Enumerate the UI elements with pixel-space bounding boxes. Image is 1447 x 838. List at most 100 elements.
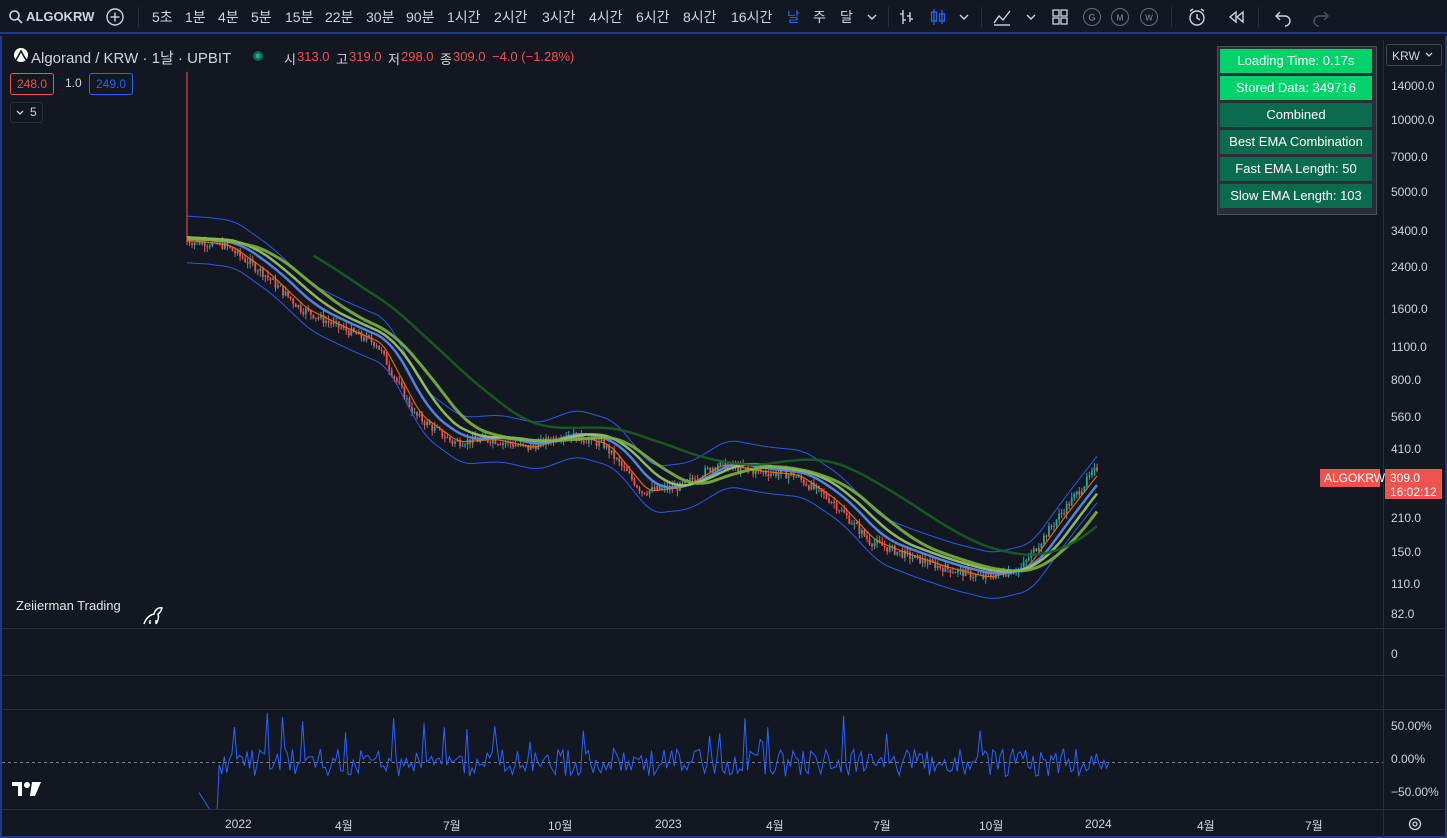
candle-body <box>719 461 722 466</box>
candle-body <box>797 475 800 477</box>
compare-w-icon[interactable]: W <box>1139 7 1159 27</box>
candle-body <box>969 570 972 578</box>
interval-4m[interactable]: 4분 <box>218 9 239 25</box>
candle-body <box>497 444 499 446</box>
price-tick: 150.0 <box>1391 545 1422 559</box>
candle-body <box>1053 525 1055 527</box>
candle-body <box>345 327 348 331</box>
interval-90m[interactable]: 90분 <box>406 9 435 25</box>
add-compare-icon[interactable] <box>105 7 125 27</box>
candle-body <box>1032 548 1035 553</box>
candle-body <box>805 484 808 486</box>
candle-body <box>239 250 241 257</box>
candle-body <box>1096 467 1098 471</box>
price-tick: 10000.0 <box>1391 113 1435 127</box>
candle-body <box>737 465 739 472</box>
undo-icon[interactable] <box>1273 7 1293 27</box>
candle-body <box>1083 486 1086 492</box>
interval-22m[interactable]: 22분 <box>325 9 354 25</box>
candle-body <box>595 440 598 447</box>
candle-body <box>888 546 891 552</box>
interval-6h[interactable]: 6시간 <box>636 9 670 25</box>
chevron-down-icon[interactable] <box>1021 7 1041 27</box>
candle-body <box>231 247 234 252</box>
tradingview-logo-icon[interactable] <box>12 780 44 798</box>
chart-canvas[interactable] <box>2 40 1383 810</box>
compare-w-label: W <box>1145 14 1153 23</box>
candle-body <box>441 429 444 437</box>
bar-countdown: 16:02:12 <box>1390 485 1437 499</box>
candle-body <box>365 335 368 341</box>
ask-price-button[interactable]: 249.0 <box>89 73 134 95</box>
compare-g-icon[interactable]: G <box>1082 7 1102 27</box>
candle-body <box>446 437 449 439</box>
bid-price-button[interactable]: 248.0 <box>10 73 55 95</box>
candle-body <box>711 467 714 472</box>
candle-body <box>754 469 757 474</box>
candle-body <box>325 320 327 324</box>
candle-body <box>939 565 942 568</box>
candle-body <box>838 510 841 512</box>
candle-body <box>494 439 497 445</box>
indicators-icon[interactable] <box>992 7 1012 27</box>
candle-body <box>421 414 423 422</box>
settings-gear-icon[interactable] <box>1407 816 1423 832</box>
interval-day[interactable]: 날 <box>787 9 800 25</box>
interval-8h[interactable]: 8시간 <box>683 9 717 25</box>
interval-15m[interactable]: 15분 <box>285 9 314 25</box>
interval-1m[interactable]: 1분 <box>185 9 206 25</box>
candle-body <box>1040 543 1043 548</box>
close-value: 309.0 <box>453 49 486 64</box>
candle-body <box>229 246 231 248</box>
candle-body <box>681 482 684 484</box>
candle-body <box>972 577 975 579</box>
candle-body <box>850 523 853 525</box>
interval-week[interactable]: 주 <box>813 9 826 25</box>
interval-3h[interactable]: 3시간 <box>542 9 576 25</box>
candle-body <box>926 562 929 565</box>
candle-body <box>944 564 947 572</box>
search-icon[interactable] <box>8 9 24 25</box>
bars-style-icon[interactable] <box>897 7 917 27</box>
chevron-down-icon[interactable] <box>954 7 974 27</box>
candle-body <box>312 314 315 319</box>
candle-body <box>448 437 451 441</box>
candle-body <box>883 545 886 548</box>
interval-2h[interactable]: 2시간 <box>494 9 528 25</box>
candle-body <box>406 398 408 400</box>
symbol-search[interactable]: ALGOKRW <box>26 9 95 24</box>
interval-16h[interactable]: 16시간 <box>731 9 773 25</box>
alert-clock-icon[interactable] <box>1187 7 1207 27</box>
chevron-down-icon[interactable] <box>862 7 882 27</box>
candles-style-icon[interactable] <box>928 7 948 27</box>
candle-body <box>577 433 580 442</box>
interval-4h[interactable]: 4시간 <box>589 9 623 25</box>
candle-body <box>780 469 782 474</box>
interval-month[interactable]: 달 <box>840 9 853 25</box>
interval-1h[interactable]: 1시간 <box>447 9 481 25</box>
candle-body <box>423 421 426 426</box>
candle-body <box>800 475 803 480</box>
redo-icon[interactable] <box>1311 7 1331 27</box>
oscillator-line <box>198 712 1110 810</box>
replay-icon[interactable] <box>1226 7 1246 27</box>
ema-mid-line <box>186 237 1098 575</box>
interval-5m[interactable]: 5분 <box>251 9 272 25</box>
candle-body <box>454 441 456 444</box>
divider <box>1171 7 1172 27</box>
indicators-collapse-button[interactable]: 5 <box>10 102 43 123</box>
currency-select[interactable]: KRW <box>1386 44 1442 66</box>
layout-grid-icon[interactable] <box>1050 7 1070 27</box>
candle-body <box>823 492 825 494</box>
pane-divider <box>2 675 1445 676</box>
interval-5s[interactable]: 5초 <box>152 9 173 25</box>
candle-body <box>620 461 623 467</box>
top-toolbar: ALGOKRW 5초 1분 4분 5분 15분 22분 30분 90분 1시간 … <box>0 0 1447 34</box>
candle-body <box>820 488 823 493</box>
compare-m-icon[interactable]: M <box>1110 7 1130 27</box>
candle-body <box>848 515 851 524</box>
candle-body <box>739 464 742 472</box>
candle-body <box>1070 497 1073 506</box>
time-tick: 2022 <box>225 817 252 831</box>
interval-30m[interactable]: 30분 <box>366 9 395 25</box>
